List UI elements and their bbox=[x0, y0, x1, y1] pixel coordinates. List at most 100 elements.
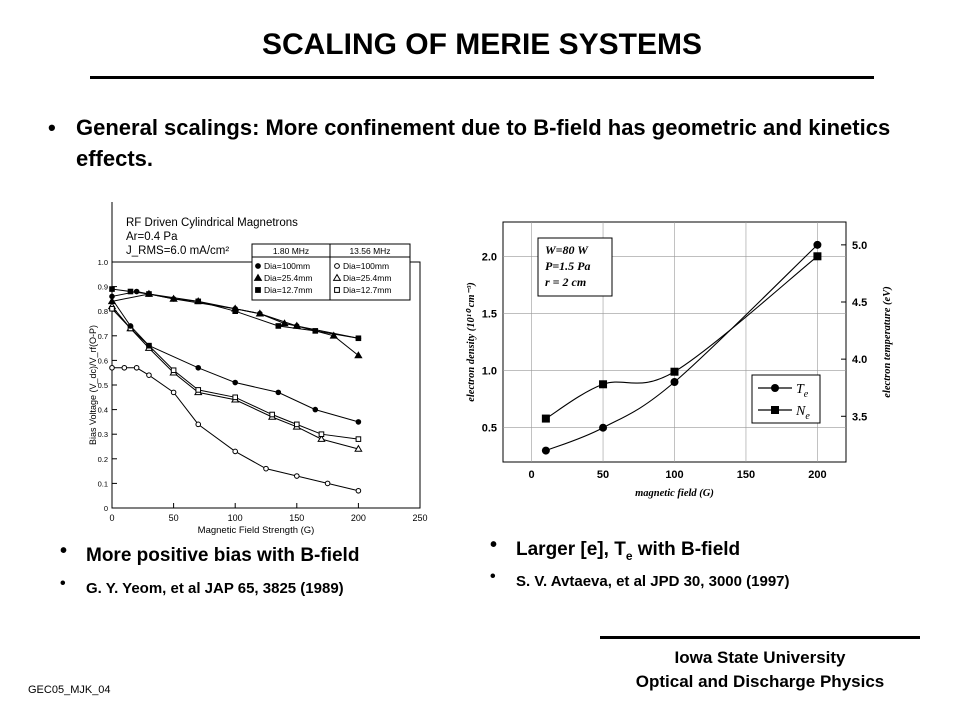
slide-title: SCALING OF MERIE SYSTEMS bbox=[261, 28, 703, 61]
chart1-data-point bbox=[195, 298, 202, 305]
footer-rule bbox=[600, 636, 920, 639]
chart1-legend-entry: Dia=12.7mm bbox=[264, 285, 312, 295]
caption-dot-3: • bbox=[490, 534, 498, 556]
chart2-series bbox=[541, 252, 822, 423]
chart1-legend-marker bbox=[332, 273, 342, 281]
chart2-ytick-left-label: 0.5 bbox=[482, 423, 497, 435]
chart1-data-point bbox=[312, 406, 319, 413]
chart2-xtick-label: 0 bbox=[529, 469, 535, 481]
chart1-data-point bbox=[121, 364, 128, 371]
chart1-data-point bbox=[232, 448, 238, 455]
chart2-series-line bbox=[545, 244, 818, 452]
chart2-ytick-left-label: 2.0 bbox=[482, 251, 497, 263]
chart1-data-point bbox=[355, 335, 362, 342]
chart1-series bbox=[109, 305, 362, 442]
chart2-data-point bbox=[813, 252, 822, 261]
chart1-ylabel: Bias Voltage (V_dc)/V_rf(O-P) bbox=[88, 325, 98, 445]
chart2-xtick-label: 100 bbox=[665, 469, 683, 481]
chart1-ytick-label: 0.5 bbox=[98, 381, 108, 390]
chart1-data-point bbox=[232, 394, 238, 401]
chart1-title-line: J_RMS=6.0 mA/cm² bbox=[126, 245, 229, 257]
chart1-series-line bbox=[111, 288, 359, 339]
chart1-data-point bbox=[294, 421, 300, 428]
chart1-ytick-label: 0.1 bbox=[98, 479, 108, 488]
chart2-ytick-right-label: 5.0 bbox=[852, 240, 867, 252]
chart1-data-point bbox=[354, 351, 363, 359]
chart1-ytick-label: 0.6 bbox=[98, 356, 108, 365]
chart2-data-point bbox=[670, 367, 679, 376]
chart1-data-point bbox=[109, 364, 115, 371]
chart1-ytick-label: 0.2 bbox=[98, 455, 108, 464]
chart2-data-point bbox=[599, 423, 608, 432]
chart1-xtick-label: 150 bbox=[289, 513, 304, 523]
right-caption-1-sub: e bbox=[625, 548, 633, 563]
chart1-legend-entry: Dia=100mm bbox=[264, 261, 310, 271]
main-bullet-text: General scalings: More confinement due t… bbox=[76, 115, 891, 171]
chart1-legend-entry: Dia=12.7mm bbox=[343, 285, 391, 295]
chart1-data-point bbox=[195, 387, 202, 393]
chart2-ytick-right-label: 3.5 bbox=[852, 411, 867, 423]
chart1-data-point bbox=[127, 288, 134, 295]
chart1-series bbox=[111, 298, 362, 425]
chart2-legend-marker bbox=[771, 406, 779, 414]
chart1-xtick-label: 200 bbox=[351, 513, 366, 523]
chart1-legend-header: 1.80 MHz bbox=[273, 246, 309, 256]
footer-group: Optical and Discharge Physics bbox=[635, 672, 885, 691]
chart2-ytick-right-label: 4.0 bbox=[852, 354, 867, 366]
chart1-ytick-label: 0 bbox=[104, 504, 108, 513]
chart1-legend-entry: Dia=25.4mm bbox=[264, 273, 312, 283]
chart2-legend-marker bbox=[771, 384, 779, 392]
chart1-data-point bbox=[195, 364, 202, 371]
chart1-ytick-label: 0.7 bbox=[98, 332, 108, 341]
chart2-ytick-left-label: 1.0 bbox=[482, 366, 497, 378]
chart1-data-point bbox=[255, 309, 265, 317]
chart1-ytick-label: 1.0 bbox=[98, 258, 108, 267]
chart1-series bbox=[109, 286, 362, 342]
chart2-param-text: W=80 W bbox=[545, 243, 589, 257]
chart1-ytick-label: 0.4 bbox=[98, 406, 108, 415]
chart1-data-point bbox=[263, 465, 269, 472]
chart2-data-point bbox=[541, 446, 550, 455]
chart1-ytick-label: 0.3 bbox=[98, 430, 108, 439]
caption-dot-2: • bbox=[60, 575, 66, 592]
chart1-legend-header: 13.56 MHz bbox=[349, 246, 390, 256]
chart1-data-point bbox=[329, 331, 338, 339]
chart2-ytick-left-label: 1.5 bbox=[482, 308, 497, 320]
chart1-data-point bbox=[195, 421, 202, 428]
chart2-legend-subscript: e bbox=[805, 411, 810, 422]
chart2-ylabel-left: electron density (10¹⁰ cm⁻³) bbox=[465, 282, 477, 402]
chart1-title-line: Ar=0.4 Pa bbox=[126, 231, 178, 243]
chart1-series bbox=[109, 364, 362, 494]
chart1-data-point bbox=[146, 372, 152, 378]
chart2-xtick-label: 200 bbox=[808, 469, 826, 481]
chart1-data-point bbox=[294, 473, 300, 479]
chart2-data-point bbox=[813, 240, 822, 249]
caption-dot-1: • bbox=[60, 540, 68, 562]
chart1-title-line: RF Driven Cylindrical Magnetrons bbox=[126, 217, 298, 229]
chart2-param-text: P=1.5 Pa bbox=[545, 259, 591, 273]
chart1-data-point bbox=[275, 389, 282, 396]
chart1-data-point bbox=[146, 291, 152, 297]
chart1-xtick-label: 100 bbox=[228, 513, 243, 523]
chart1-data-point bbox=[170, 389, 177, 396]
chart2-data-point bbox=[541, 414, 550, 423]
chart1-xtick-label: 50 bbox=[169, 513, 179, 523]
chart1-data-point bbox=[275, 323, 282, 329]
chart1-data-point bbox=[269, 411, 275, 418]
chart1-legend-box bbox=[251, 243, 411, 301]
chart2-xtick-label: 50 bbox=[597, 469, 609, 481]
chart1-legend-entry: Dia=25.4mm bbox=[343, 273, 391, 283]
chart2-data-point bbox=[599, 380, 608, 389]
chart2-legend-subscript: e bbox=[804, 389, 809, 400]
chart2-xlabel: magnetic field (G) bbox=[635, 488, 714, 499]
footer-university: Iowa State University bbox=[674, 648, 846, 667]
chart1-xtick-label: 0 bbox=[109, 513, 114, 523]
chart1-legend-marker bbox=[334, 287, 340, 293]
slide-tag: GEC05_MJK_04 bbox=[28, 684, 111, 696]
chart1-data-point bbox=[354, 444, 363, 452]
bullet-dot: • bbox=[48, 115, 56, 140]
chart2-ytick-right-label: 4.5 bbox=[852, 297, 867, 309]
chart2-legend-box bbox=[751, 374, 821, 424]
chart1-data-point bbox=[127, 323, 134, 329]
